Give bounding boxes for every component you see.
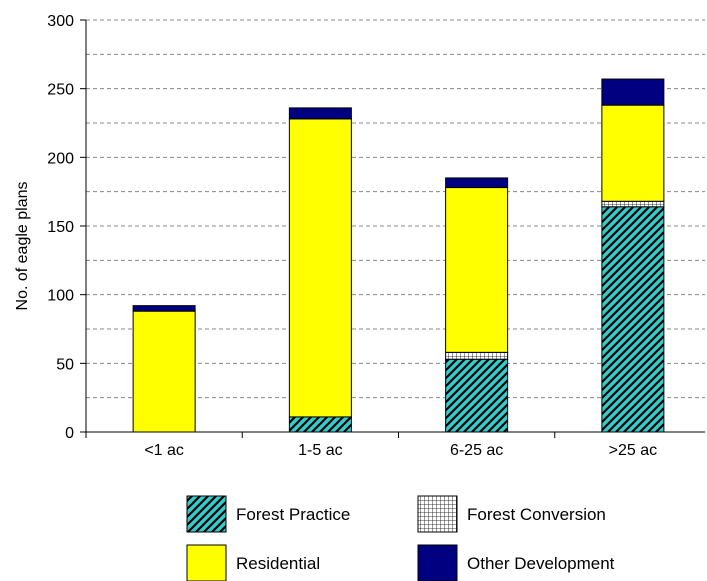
bar-segment [288, 416, 352, 433]
y-axis-title: No. of eagle plans [14, 182, 31, 311]
axes: 0 50 100 150 200 250 300 <1 ac 1-5 ac 6-25 ac >25 … [47, 13, 705, 459]
bar-segment [132, 310, 196, 433]
x-tick-label: 6-25 ac [450, 442, 503, 459]
legend-label: Other Development [467, 554, 615, 573]
legend: Forest Practice Forest Conversion Resident… [186, 495, 615, 581]
y-tick-label: 300 [47, 13, 74, 30]
bar-segment [601, 78, 665, 106]
y-tick-label: 200 [47, 150, 74, 167]
bar-segment [445, 187, 509, 353]
bar-segment [445, 177, 509, 189]
legend-label: Forest Conversion [467, 505, 606, 524]
bar-segment [601, 200, 665, 208]
legend-swatch [417, 544, 458, 581]
bars [132, 78, 665, 433]
x-tick-label: 1-5 ac [298, 442, 342, 459]
legend-label: Forest Practice [236, 505, 350, 524]
y-tick-label: 100 [47, 288, 74, 305]
x-tick-label: >25 ac [609, 442, 657, 459]
bar-segment [445, 358, 509, 433]
legend-label: Residential [236, 554, 320, 573]
y-tick-label: 0 [65, 425, 74, 442]
legend-swatch [186, 495, 227, 533]
legend-swatch [186, 544, 227, 581]
bar-segment [288, 118, 352, 418]
bar-segment [445, 351, 509, 360]
x-tick-label: <1 ac [144, 442, 184, 459]
bar-segment [288, 107, 352, 120]
y-tick-label: 50 [56, 356, 74, 373]
bar-segment [601, 206, 665, 433]
bar-segment [132, 305, 196, 312]
y-tick-label: 150 [47, 219, 74, 236]
legend-swatch [417, 495, 458, 533]
gridlines [86, 19, 705, 399]
bar-segment [601, 104, 665, 202]
y-tick-label: 250 [47, 82, 74, 99]
